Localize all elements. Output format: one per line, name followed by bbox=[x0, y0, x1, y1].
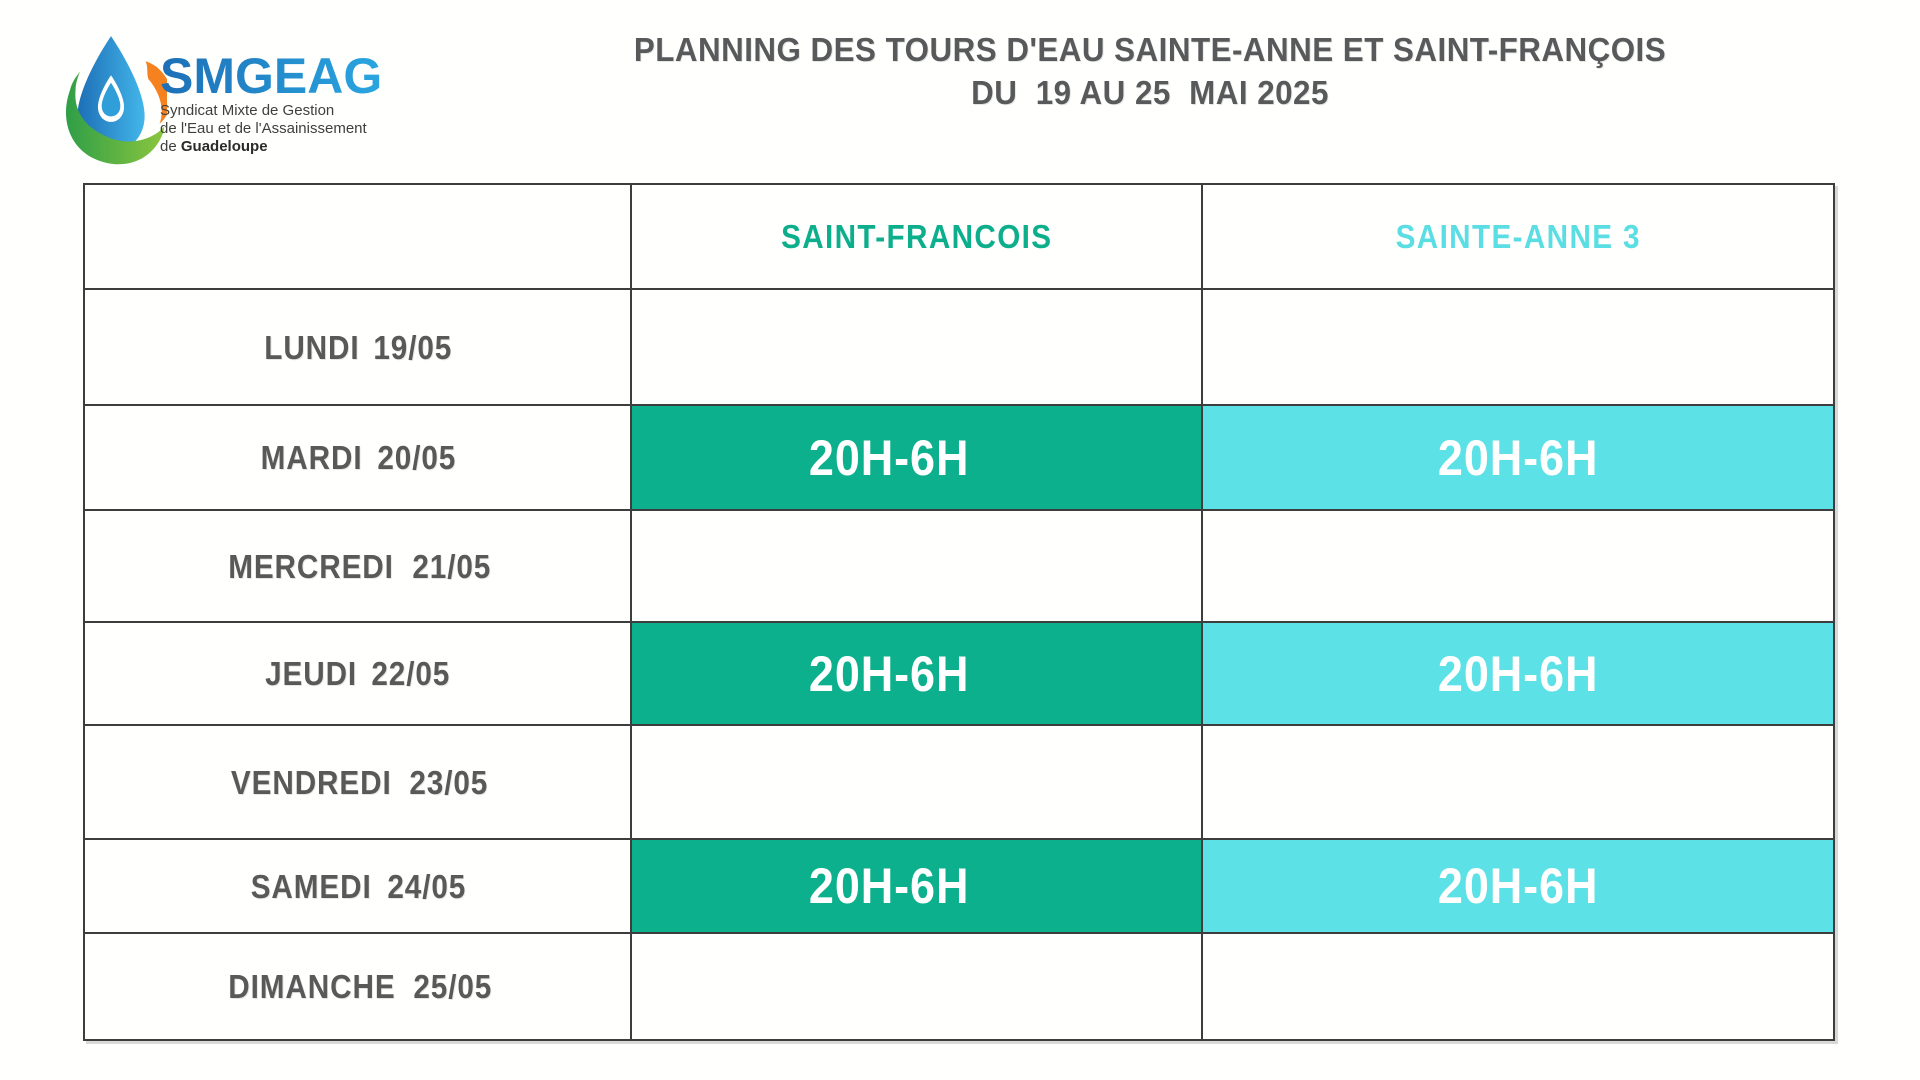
table-row-lundi: LUNDI 19/05 bbox=[83, 288, 1835, 406]
day-label: DIMANCHE bbox=[227, 968, 396, 1005]
water-drop-leaf-icon bbox=[65, 36, 167, 165]
day-cell-jeudi: JEUDI 22/05 bbox=[83, 621, 632, 726]
day-label: VENDREDI bbox=[231, 763, 392, 801]
day-cell-dimanche: DIMANCHE 25/05 bbox=[83, 932, 632, 1041]
schedule-cell-sainte-anne-mardi: 20H-6H bbox=[1201, 404, 1835, 511]
date-label: 25/05 bbox=[413, 968, 493, 1005]
date-label: 21/05 bbox=[412, 547, 492, 585]
day-cell-lundi: LUNDI 19/05 bbox=[83, 288, 632, 406]
schedule-cell-saint-francois-mercredi bbox=[630, 509, 1203, 623]
day-label: MERCREDI bbox=[228, 547, 395, 585]
date-label: 20/05 bbox=[376, 439, 456, 476]
table-row-vendredi: VENDREDI 23/05 bbox=[83, 724, 1835, 840]
schedule-cell-saint-francois-mardi: 20H-6H bbox=[630, 404, 1203, 511]
schedule-cell-sainte-anne-dimanche bbox=[1201, 932, 1835, 1041]
day-cell-mardi: MARDI 20/05 bbox=[83, 404, 632, 511]
logo-subtitle-line3-bold: Guadeloupe bbox=[180, 138, 268, 155]
day-label: LUNDI bbox=[263, 328, 360, 366]
schedule-cell-sainte-anne-mercredi bbox=[1201, 509, 1835, 623]
logo-subtitle-line2: de l'Eau et de l'Assainissement bbox=[160, 120, 367, 137]
brand-name: SMGEAG bbox=[160, 50, 420, 102]
schedule-cell-saint-francois-jeudi: 20H-6H bbox=[630, 621, 1203, 726]
date-label: 24/05 bbox=[387, 867, 467, 905]
column-header-sainte-anne-3: SAINTE-ANNE 3 bbox=[1201, 183, 1835, 290]
schedule-cell-sainte-anne-samedi: 20H-6H bbox=[1201, 838, 1835, 934]
schedule-cell-sainte-anne-jeudi: 20H-6H bbox=[1201, 621, 1835, 726]
day-cell-mercredi: MERCREDI 21/05 bbox=[83, 509, 632, 623]
day-label: JEUDI bbox=[265, 655, 358, 692]
column-header-saint-francois: SAINT-FRANCOIS bbox=[630, 183, 1203, 290]
date-label: 22/05 bbox=[371, 655, 451, 692]
day-cell-samedi: SAMEDI 24/05 bbox=[83, 838, 632, 934]
table-row-samedi: SAMEDI 24/05 20H-6H 20H-6H bbox=[83, 838, 1835, 934]
date-label: 19/05 bbox=[373, 328, 453, 366]
logo-subtitle-line3-prefix: de bbox=[160, 138, 181, 155]
planning-table: SAINT-FRANCOIS SAINTE-ANNE 3 LUNDI 19/05… bbox=[83, 183, 1835, 1041]
schedule-cell-saint-francois-vendredi bbox=[630, 724, 1203, 840]
table-row-dimanche: DIMANCHE 25/05 bbox=[83, 932, 1835, 1041]
smgeag-logo: SMGEAG Syndicat Mixte de Gestion de l'Ea… bbox=[55, 28, 415, 178]
logo-subtitle-line1: Syndicat Mixte de Gestion bbox=[160, 102, 335, 119]
schedule-cell-sainte-anne-lundi bbox=[1201, 288, 1835, 406]
day-cell-vendredi: VENDREDI 23/05 bbox=[83, 724, 632, 840]
schedule-cell-sainte-anne-vendredi bbox=[1201, 724, 1835, 840]
page-title: PLANNING DES TOURS D'EAU SAINTE-ANNE ET … bbox=[500, 30, 1800, 113]
table-row-mardi: MARDI 20/05 20H-6H 20H-6H bbox=[83, 404, 1835, 511]
schedule-cell-saint-francois-samedi: 20H-6H bbox=[630, 838, 1203, 934]
table-row-mercredi: MERCREDI 21/05 bbox=[83, 509, 1835, 623]
header-row: SAINT-FRANCOIS SAINTE-ANNE 3 bbox=[83, 183, 1835, 290]
date-label: 23/05 bbox=[409, 763, 489, 801]
day-label: SAMEDI bbox=[251, 867, 372, 905]
header-empty-cell bbox=[83, 183, 632, 290]
page-title-line2: DU 19 AU 25 MAI 2025 bbox=[971, 74, 1329, 111]
page-title-line1: PLANNING DES TOURS D'EAU SAINTE-ANNE ET … bbox=[633, 31, 1667, 68]
schedule-cell-saint-francois-lundi bbox=[630, 288, 1203, 406]
logo-subtitle-line3: de Guadeloupe bbox=[160, 138, 420, 156]
schedule-cell-saint-francois-dimanche bbox=[630, 932, 1203, 1041]
day-label: MARDI bbox=[260, 439, 363, 476]
table-row-jeudi: JEUDI 22/05 20H-6H 20H-6H bbox=[83, 621, 1835, 726]
